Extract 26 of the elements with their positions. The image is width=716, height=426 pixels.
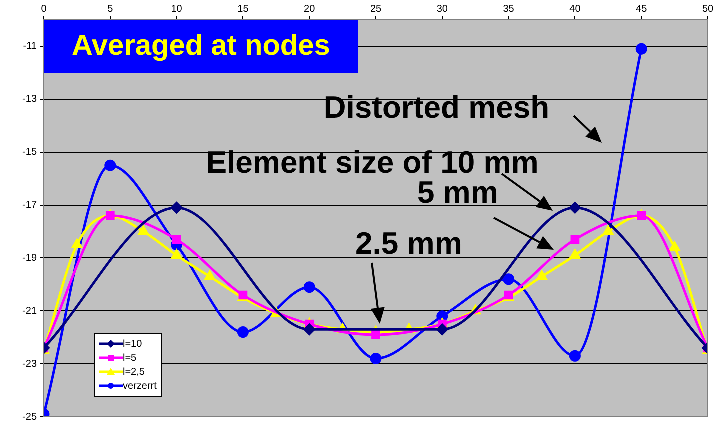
x-tick-label: 40 xyxy=(570,4,582,15)
x-tick-label: 10 xyxy=(171,4,183,15)
y-tick-label: -13 xyxy=(22,94,38,106)
x-tick-label: 45 xyxy=(636,4,648,15)
x-tick-label: 25 xyxy=(370,4,382,15)
legend-label: l=2,5 xyxy=(123,366,145,378)
chart-title: Averaged at nodes xyxy=(44,20,358,73)
x-tick-label: 0 xyxy=(41,4,48,15)
y-tick-label: -15 xyxy=(22,147,38,158)
x-tick-label: 20 xyxy=(304,4,316,15)
legend-label: l=10 xyxy=(123,338,142,350)
legend-label: l=5 xyxy=(123,352,137,364)
x-tick-label: 15 xyxy=(238,4,250,15)
y-tick-label: -11 xyxy=(23,41,38,52)
x-tick-label: 30 xyxy=(436,4,448,15)
annotation: 2.5 mm xyxy=(356,226,462,262)
x-tick-label: 50 xyxy=(702,4,714,15)
legend-label: verzerrt xyxy=(123,380,157,392)
y-tick-label: -17 xyxy=(22,200,38,212)
x-tick-label: 5 xyxy=(108,4,114,15)
annotation: Distorted mesh xyxy=(324,90,550,126)
y-tick-label: -19 xyxy=(22,252,38,264)
y-tick-label: -23 xyxy=(22,358,38,370)
y-tick-label: -21 xyxy=(22,306,38,317)
x-tick-label: 35 xyxy=(503,4,515,15)
y-tick-label: -25 xyxy=(22,412,38,423)
